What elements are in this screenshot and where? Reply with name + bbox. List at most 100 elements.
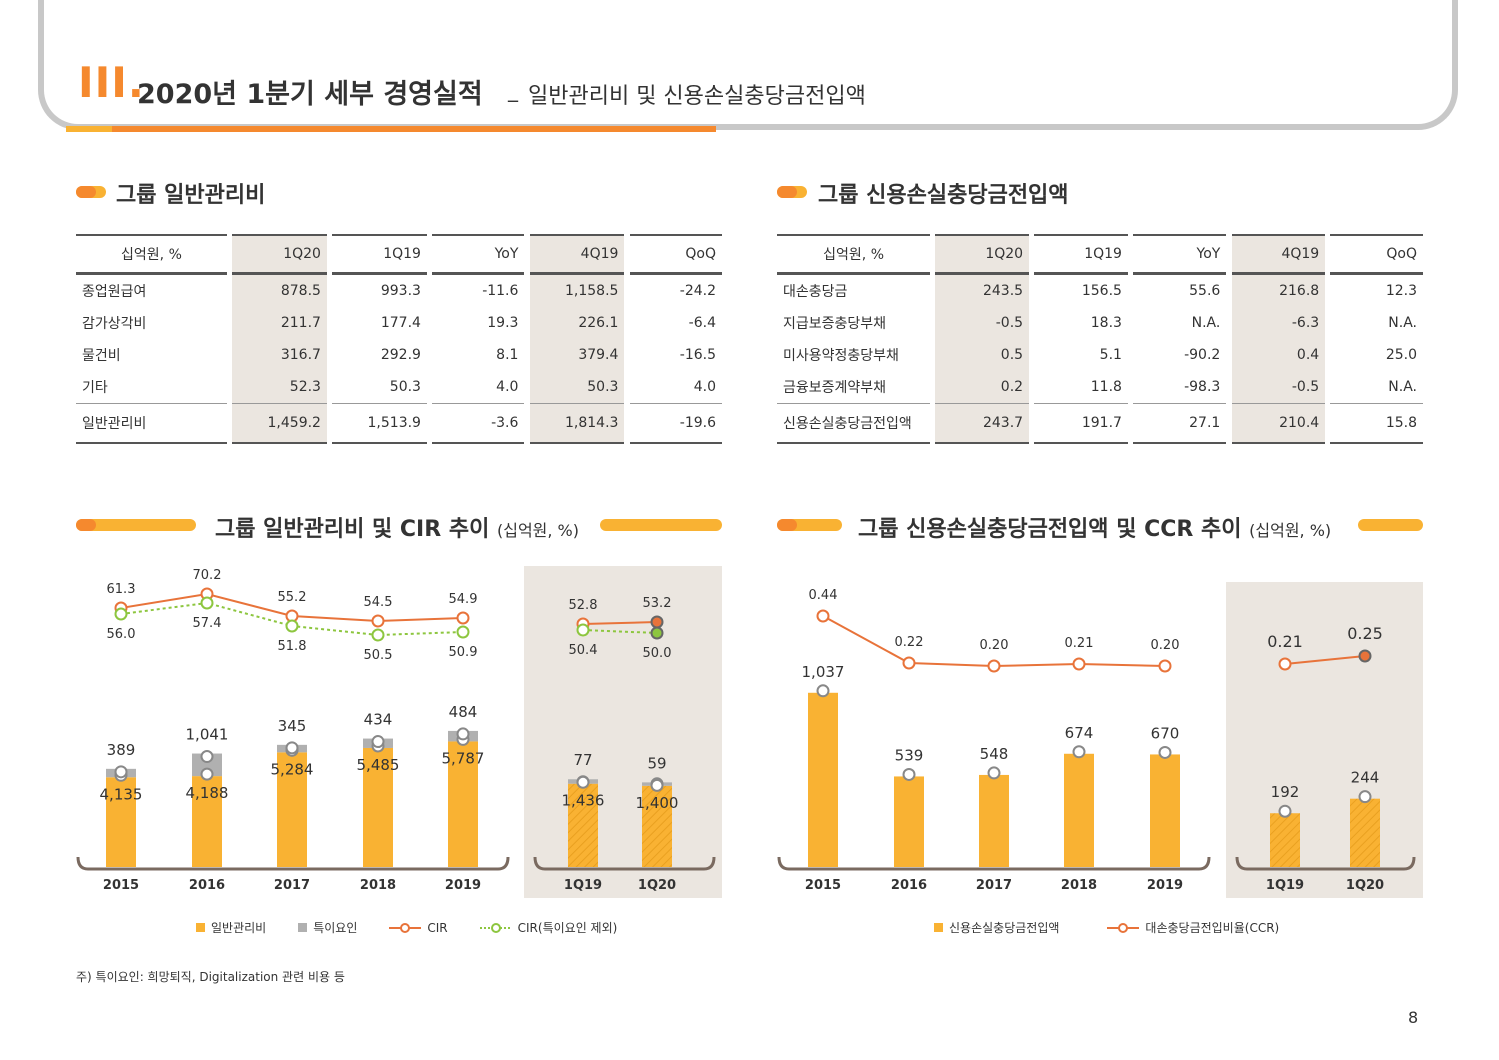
data-point-marker (987, 659, 1001, 673)
bar-value-label: 5,284 (271, 760, 314, 778)
table-cell: 18.3 (1090, 315, 1122, 331)
bar-credit-loss (979, 774, 1009, 867)
table-cell: 50.3 (389, 379, 421, 395)
table-cell: 물건비 (82, 348, 121, 364)
table-cell: 지급보증충당부채 (783, 316, 887, 332)
table-cell: N.A. (1388, 379, 1417, 395)
table-cell: 1,459.2 (232, 403, 327, 444)
bar-general-expense (448, 741, 478, 867)
table-cell: 211.7 (232, 307, 327, 339)
chart2-legend: 신용손실충당금전입액 대손충당금전입비율(CCR) (934, 919, 1279, 936)
data-point-marker (1278, 804, 1292, 818)
cir-value-label: 54.5 (364, 595, 393, 610)
table-cell: 감가상각비 (82, 316, 147, 332)
page-subtitle: 일반관리비 및 신용손실충당금전입액 (528, 84, 866, 109)
table-cell: 12.3 (1385, 283, 1417, 299)
ccr-value-label: 0.44 (809, 588, 838, 603)
special-value-label: 345 (278, 717, 307, 735)
table-header-cell: QoQ (629, 234, 722, 275)
table1: 십억원, % 1Q20 1Q19 YoY 4Q19 QoQ 종업원급여 878.5 993.3 -… (76, 234, 722, 444)
table-cell: 15.8 (1330, 403, 1423, 444)
x-tick-label: 2016 (891, 878, 927, 893)
table-header-cell: YoY (432, 234, 525, 275)
table-row: 기타 52.3 50.3 4.0 50.3 4.0 (76, 371, 722, 404)
special-value-label: 484 (449, 703, 478, 721)
bar-value-label: 4,135 (100, 785, 143, 803)
data-point-marker (1072, 657, 1086, 671)
table-cell: 226.1 (529, 307, 625, 339)
data-point-marker (576, 775, 590, 789)
table-cell: 27.1 (1133, 403, 1227, 444)
legend-label: 대손충당금전입비율(CCR) (1145, 921, 1280, 935)
table-cell: 5.1 (1099, 347, 1122, 363)
table-cell: 177.4 (380, 315, 421, 331)
data-point-marker (576, 623, 590, 637)
cir-ex-value-label: 50.9 (449, 645, 478, 660)
table-header-cell: 1Q19 (1034, 234, 1128, 275)
table-cell: -0.5 (935, 307, 1030, 339)
bar-credit-loss (1064, 753, 1094, 867)
table-cell: 0.5 (935, 339, 1030, 371)
special-value-label: 77 (573, 751, 592, 769)
page-number: 8 (1408, 1008, 1419, 1027)
cir-value-label: 52.8 (569, 598, 598, 613)
quarterly-panel (524, 566, 722, 898)
legend-swatch-special (298, 923, 308, 932)
table-cell: 50.3 (529, 371, 625, 404)
legend-label: 신용손실충당금전입액 (949, 921, 1060, 935)
data-point-marker (285, 741, 299, 755)
x-tick-label: 2016 (189, 878, 225, 893)
table-total-row: 일반관리비 1,459.2 1,513.9 -3.6 1,814.3 -19.6 (76, 403, 722, 444)
table-cell: -11.6 (482, 283, 519, 299)
table-total-row: 신용손실충당금전입액 243.7 191.7 27.1 210.4 15.8 (777, 403, 1423, 444)
table-header-cell: YoY (1133, 234, 1227, 275)
legend-label: 특이요인 (313, 921, 358, 935)
table-cell: 210.4 (1231, 403, 1326, 444)
data-point-marker (816, 684, 830, 698)
axis-bracket (533, 856, 716, 871)
data-point-marker (200, 767, 214, 781)
legend-label: CIR(특이요인 제외) (517, 921, 618, 935)
legend-swatch-bar (196, 923, 205, 932)
ccr-value-label: 0.20 (1151, 638, 1180, 653)
bar-value-label: 5,485 (357, 756, 400, 774)
table-header-cell: 4Q19 (529, 234, 625, 275)
data-point-marker (902, 656, 916, 670)
table-cell: 55.6 (1189, 283, 1221, 299)
table-cell: 1,513.9 (332, 403, 427, 444)
cir-value-label: 55.2 (278, 590, 307, 605)
table-row: 물건비 316.7 292.9 8.1 379.4 -16.5 (76, 339, 722, 371)
bar-value-label: 674 (1065, 724, 1094, 742)
table-cell: 216.8 (1231, 273, 1326, 307)
bar-value-label: 192 (1271, 783, 1300, 801)
table-cell: -19.6 (629, 403, 722, 444)
table-cell: -24.2 (679, 283, 716, 299)
data-point-marker (456, 727, 470, 741)
axis-bracket (76, 856, 510, 871)
table-header-cell: 십억원, % (777, 234, 931, 275)
ccr-value-label: 0.25 (1347, 624, 1383, 643)
cir-value-label: 61.3 (107, 582, 136, 597)
x-tick-label: 2019 (445, 878, 481, 893)
special-value-label: 434 (364, 711, 393, 729)
table-cell: 1,814.3 (529, 403, 625, 444)
x-tick-label: 2017 (274, 878, 310, 893)
bullet-dot-icon (76, 519, 96, 531)
bar-value-label: 244 (1351, 769, 1380, 787)
x-tick-label: 2015 (805, 878, 841, 893)
bullet-dot-icon (76, 186, 96, 198)
table-cell: -16.5 (679, 347, 716, 363)
cir-ex-value-label: 50.5 (364, 648, 393, 663)
x-tick-label: 2018 (360, 878, 396, 893)
table2-title: 그룹 신용손실충당금전입액 (818, 183, 1069, 208)
bar-value-label: 548 (980, 745, 1009, 763)
bar-value-label: 1,436 (562, 792, 605, 810)
data-point-marker (1158, 745, 1172, 759)
data-point-marker (200, 750, 214, 764)
data-point-marker (114, 765, 128, 779)
table-cell: 8.1 (496, 347, 519, 363)
footnote: 주) 특이요인: 희망퇴직, Digitalization 관련 비용 등 (76, 970, 345, 984)
quarterly-panel (1226, 582, 1423, 898)
table-row: 미사용약정충당부채 0.5 5.1 -90.2 0.4 25.0 (777, 339, 1423, 371)
table-cell: 19.3 (487, 315, 519, 331)
